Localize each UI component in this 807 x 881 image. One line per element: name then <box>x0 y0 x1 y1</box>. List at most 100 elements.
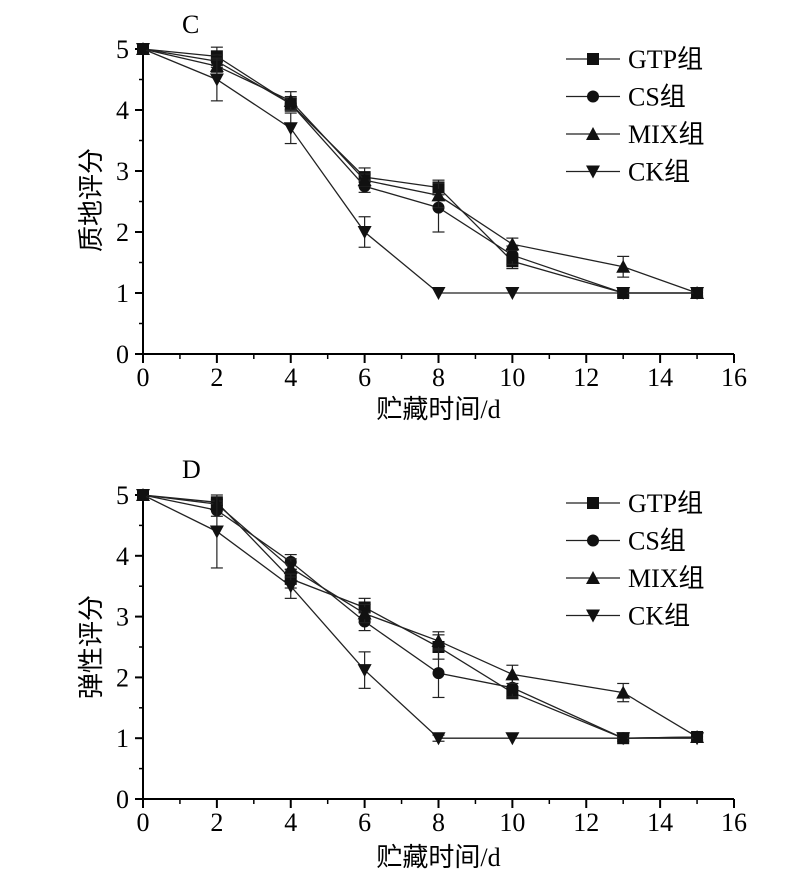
data-point <box>209 525 224 539</box>
legend-marker <box>586 609 600 623</box>
y-tick-label: 3 <box>116 603 129 632</box>
y-tick-label: 4 <box>116 542 129 571</box>
series-triangle-up <box>136 488 705 743</box>
data-point <box>506 681 519 694</box>
x-tick-label: 14 <box>647 363 673 392</box>
y-tick-label: 5 <box>116 481 129 510</box>
legend-entry: CS组 <box>566 83 686 112</box>
y-tick-label: 1 <box>116 724 129 753</box>
data-point <box>357 664 372 678</box>
x-axis-label: 贮藏时间/d <box>376 395 500 424</box>
data-point <box>283 560 298 574</box>
y-tick-label: 2 <box>116 663 129 692</box>
series-line <box>142 494 698 739</box>
legend-marker <box>587 534 599 547</box>
data-point <box>616 732 631 746</box>
data-point <box>616 259 631 273</box>
x-tick-label: 4 <box>284 363 297 392</box>
data-point <box>616 287 631 300</box>
y-axis-label: 质地评分 <box>77 148 106 252</box>
x-tick-label: 0 <box>137 808 150 837</box>
legend-entry: CK组 <box>566 602 690 631</box>
x-tick-label: 8 <box>432 363 445 392</box>
data-point <box>690 287 705 300</box>
data-point <box>431 633 446 647</box>
data-point <box>431 188 446 202</box>
series-line <box>142 494 698 739</box>
y-tick-label: 2 <box>116 218 129 247</box>
data-point <box>283 122 298 136</box>
series-triangle-down <box>136 43 705 300</box>
chart-panel-d: 0 2 4 6 8 10 12 14 16012345贮藏时间/d弹性评分DGTP组CS组MIX… <box>77 455 747 872</box>
y-tick-label: 1 <box>116 279 129 308</box>
legend-marker <box>587 90 599 103</box>
x-tick-label: 0 <box>137 363 150 392</box>
x-tick-label: 10 <box>499 363 525 392</box>
legend-label: GTP组 <box>628 45 703 74</box>
legend-entry: MIX组 <box>566 564 705 593</box>
series-line <box>142 494 698 739</box>
legend-label: CK组 <box>628 158 690 187</box>
x-tick-label: 2 <box>210 808 223 837</box>
data-point <box>431 732 446 746</box>
data-point <box>505 287 520 300</box>
y-tick-label: 4 <box>116 96 129 125</box>
legend-label: CS组 <box>628 527 686 556</box>
x-tick-label: 6 <box>358 363 371 392</box>
panel-label: C <box>182 10 199 39</box>
y-axis-label: 弹性评分 <box>77 595 106 699</box>
legend-marker <box>587 53 599 65</box>
legend-label: GTP组 <box>628 489 703 518</box>
x-tick-label: 16 <box>721 363 747 392</box>
legend-label: CK组 <box>628 602 690 631</box>
data-point <box>506 249 519 262</box>
series-line <box>142 48 698 294</box>
chart-panel-c: 0 2 4 6 8 10 12 14 16012345贮藏时间/d质地评分CGTP组CS组MIX… <box>77 10 747 424</box>
data-point <box>690 732 705 746</box>
x-tick-label: 2 <box>210 363 223 392</box>
legend-label: CS组 <box>628 83 686 112</box>
series-line <box>142 48 698 294</box>
legend-entry: GTP组 <box>566 45 703 74</box>
data-point <box>505 732 520 746</box>
x-tick-label: 14 <box>647 808 673 837</box>
data-point <box>283 580 298 594</box>
data-point <box>136 43 150 56</box>
y-tick-label: 5 <box>116 35 129 64</box>
data-point <box>209 73 224 87</box>
series-line <box>142 48 698 294</box>
x-axis-label: 贮藏时间/d <box>376 843 500 872</box>
legend-marker <box>586 571 600 584</box>
legend-marker <box>586 165 600 179</box>
data-point <box>283 93 298 107</box>
x-tick-label: 4 <box>284 808 297 837</box>
series-triangle-up <box>136 42 705 299</box>
series-line <box>142 48 698 294</box>
data-point <box>505 237 520 251</box>
x-tick-label: 10 <box>499 808 525 837</box>
data-point <box>357 173 372 187</box>
legend-entry: MIX组 <box>566 120 705 149</box>
y-tick-label: 0 <box>116 340 129 369</box>
y-tick-label: 0 <box>116 785 129 814</box>
data-point <box>357 606 372 620</box>
legend-entry: CS组 <box>566 527 686 556</box>
legend-label: MIX组 <box>628 120 705 149</box>
series-line <box>142 494 698 738</box>
legend-marker <box>587 497 599 509</box>
x-tick-label: 12 <box>573 363 599 392</box>
legend-entry: CK组 <box>566 158 690 187</box>
x-tick-label: 16 <box>721 808 747 837</box>
data-point <box>505 667 520 681</box>
data-point <box>136 489 150 502</box>
x-tick-label: 8 <box>432 808 445 837</box>
legend-marker <box>586 127 600 140</box>
series-triangle-down <box>136 489 705 746</box>
data-point <box>616 685 631 699</box>
data-point <box>357 226 372 239</box>
panel-label: D <box>182 455 201 484</box>
data-point <box>432 667 445 680</box>
x-tick-label: 12 <box>573 808 599 837</box>
legend-entry: GTP组 <box>566 489 703 518</box>
